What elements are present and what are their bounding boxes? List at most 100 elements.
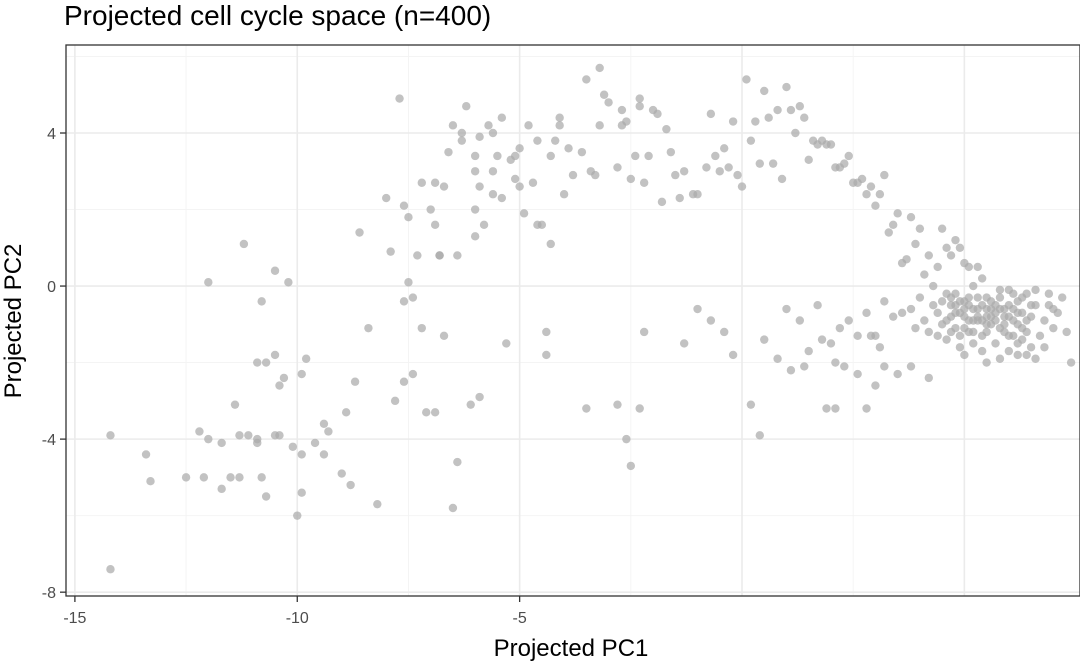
data-point bbox=[880, 362, 889, 371]
data-point bbox=[1009, 331, 1018, 341]
data-point bbox=[955, 343, 965, 352]
data-point bbox=[1031, 354, 1040, 363]
data-point bbox=[973, 293, 982, 302]
data-point bbox=[595, 63, 604, 73]
data-point bbox=[755, 159, 764, 168]
data-point bbox=[350, 377, 360, 386]
data-point bbox=[986, 304, 996, 314]
data-point bbox=[969, 339, 978, 348]
data-point bbox=[457, 136, 467, 145]
x-tick-label: -10 bbox=[286, 610, 309, 627]
data-point bbox=[982, 358, 991, 367]
y-tick-label: -4 bbox=[42, 432, 56, 449]
data-point bbox=[937, 297, 947, 306]
data-point bbox=[430, 408, 440, 417]
data-point bbox=[542, 350, 551, 360]
data-point bbox=[1000, 327, 1009, 337]
data-point bbox=[866, 182, 876, 191]
data-point bbox=[977, 346, 987, 356]
data-point bbox=[319, 419, 329, 429]
data-point bbox=[582, 75, 591, 84]
data-point bbox=[933, 262, 942, 272]
data-point bbox=[439, 182, 449, 191]
data-point bbox=[706, 316, 716, 325]
data-point bbox=[862, 190, 871, 199]
data-point bbox=[524, 121, 533, 130]
data-point bbox=[706, 109, 716, 119]
data-point bbox=[742, 75, 751, 84]
data-point bbox=[430, 220, 440, 230]
data-point bbox=[942, 335, 951, 344]
data-point bbox=[906, 212, 916, 222]
data-point bbox=[408, 293, 418, 302]
data-point bbox=[204, 434, 213, 444]
data-point bbox=[960, 304, 969, 314]
data-point bbox=[657, 197, 667, 207]
data-point bbox=[470, 205, 480, 214]
data-point bbox=[1004, 312, 1014, 321]
data-point bbox=[1058, 293, 1067, 302]
data-point bbox=[760, 335, 769, 344]
data-point bbox=[297, 450, 306, 459]
data-point bbox=[1026, 343, 1036, 352]
data-point bbox=[1031, 300, 1040, 310]
data-point bbox=[426, 205, 435, 214]
data-point bbox=[831, 358, 840, 367]
data-point bbox=[831, 404, 840, 413]
data-point bbox=[404, 212, 413, 222]
data-point bbox=[862, 308, 871, 318]
data-point bbox=[702, 163, 711, 172]
data-point bbox=[889, 312, 898, 321]
data-point bbox=[946, 251, 956, 260]
data-point bbox=[946, 293, 956, 302]
data-point bbox=[631, 151, 640, 161]
data-point bbox=[755, 431, 764, 440]
data-point bbox=[462, 102, 471, 111]
data-point bbox=[204, 278, 213, 287]
data-point bbox=[751, 117, 760, 126]
data-point bbox=[875, 343, 885, 352]
data-point bbox=[773, 354, 782, 363]
data-point bbox=[991, 316, 1000, 325]
data-point bbox=[880, 170, 889, 180]
data-point bbox=[1040, 343, 1049, 352]
data-point bbox=[613, 400, 622, 409]
data-point bbox=[599, 90, 609, 99]
data-point bbox=[653, 109, 662, 119]
data-point bbox=[568, 170, 578, 180]
data-point bbox=[301, 354, 311, 363]
data-point bbox=[853, 369, 862, 379]
x-tick-label: -5 bbox=[513, 610, 527, 627]
data-point bbox=[911, 239, 920, 249]
data-point bbox=[435, 251, 444, 260]
data-point bbox=[920, 316, 929, 325]
data-point bbox=[577, 147, 587, 157]
y-tick-label: 4 bbox=[47, 126, 56, 143]
data-point bbox=[1017, 293, 1027, 302]
data-point bbox=[337, 469, 346, 478]
data-point bbox=[764, 113, 773, 122]
data-point bbox=[502, 339, 511, 348]
data-point bbox=[319, 450, 329, 459]
data-point bbox=[528, 178, 538, 187]
data-point bbox=[635, 102, 644, 111]
data-point bbox=[893, 209, 902, 218]
data-point bbox=[417, 178, 426, 187]
data-point bbox=[244, 431, 253, 440]
data-point bbox=[591, 170, 600, 180]
data-point bbox=[662, 124, 671, 134]
data-point bbox=[853, 331, 862, 341]
data-point bbox=[889, 220, 898, 230]
data-point bbox=[399, 201, 409, 210]
data-point bbox=[915, 224, 925, 233]
data-point bbox=[297, 369, 306, 379]
data-point bbox=[906, 362, 916, 371]
data-point bbox=[720, 144, 729, 153]
data-point bbox=[924, 327, 933, 337]
data-point bbox=[871, 201, 880, 210]
data-point bbox=[399, 297, 409, 306]
data-point bbox=[226, 473, 235, 482]
data-point bbox=[253, 434, 262, 444]
data-point bbox=[826, 339, 836, 348]
